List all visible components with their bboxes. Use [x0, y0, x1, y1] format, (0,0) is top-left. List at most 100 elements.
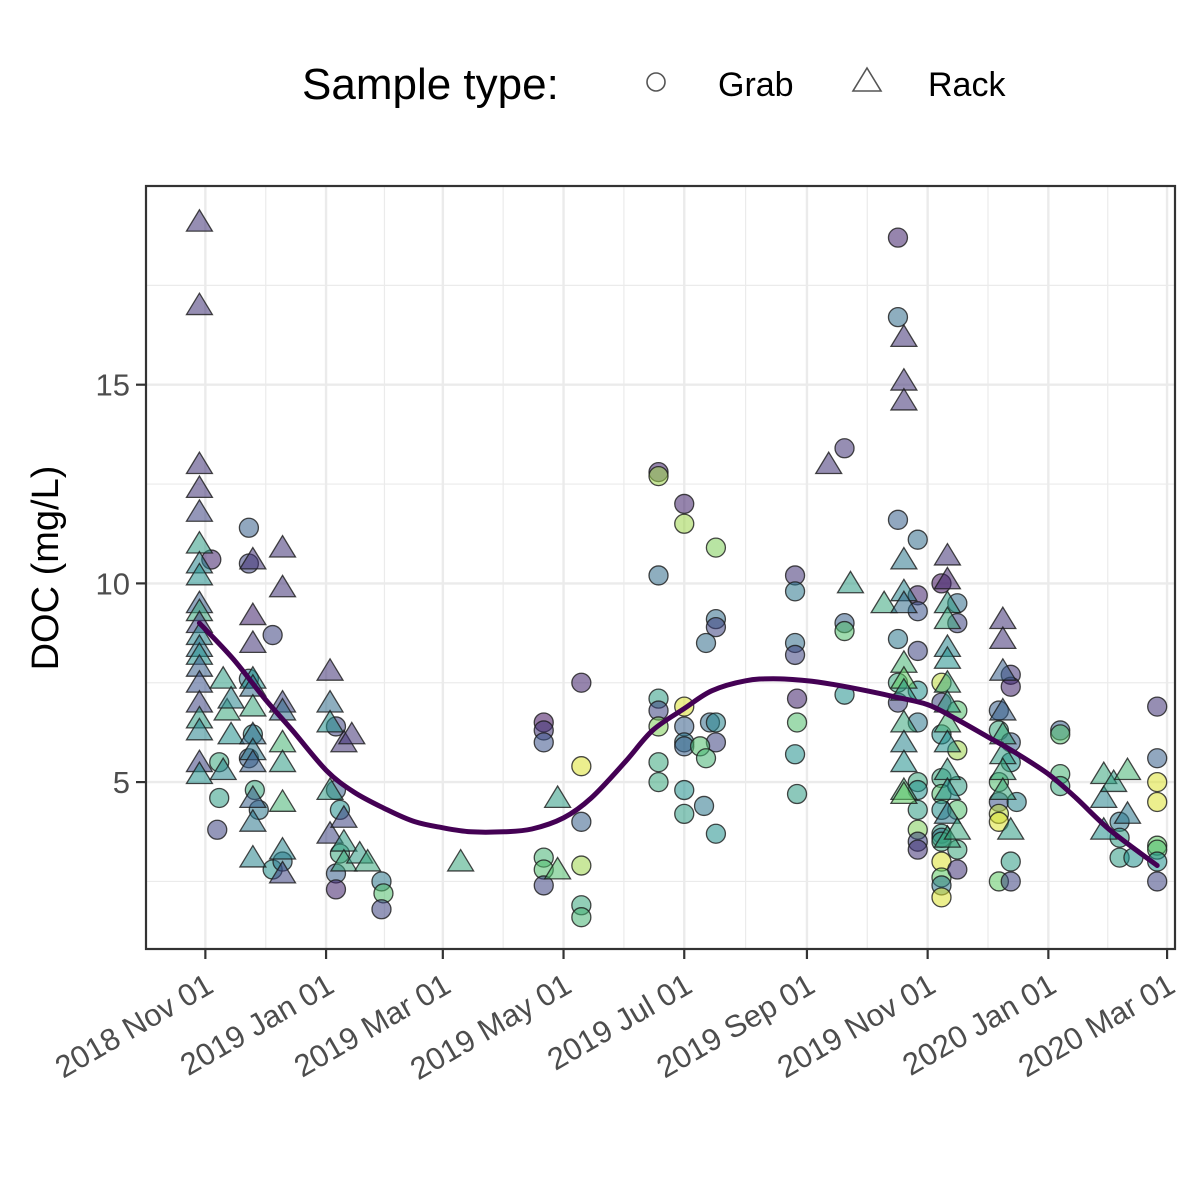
y-tick-label: 5 [113, 765, 130, 800]
rack-point [315, 820, 345, 844]
rack-point [315, 689, 345, 713]
y-tick-label: 10 [96, 566, 130, 601]
y-axis-title: DOC (mg/L) [25, 466, 67, 671]
rack-point [889, 729, 919, 753]
rack-point [238, 808, 267, 832]
rack-point [943, 816, 972, 840]
rack-point [988, 697, 1017, 721]
grab-point [238, 517, 260, 538]
rack-point [238, 546, 267, 570]
grab-point [786, 688, 808, 709]
rack-point [185, 291, 214, 316]
rack-point [1113, 800, 1142, 824]
grab-point [207, 819, 228, 840]
grab-point [834, 438, 855, 459]
grab-point [705, 712, 727, 733]
rack-point [446, 848, 475, 872]
rack-point [315, 657, 345, 681]
grab-point [262, 624, 283, 646]
rack-point [988, 776, 1017, 801]
grab-point [571, 811, 592, 832]
rack-point [185, 530, 214, 554]
rack-point [1089, 784, 1118, 808]
rack-point [988, 625, 1017, 650]
rack-point [889, 367, 919, 391]
grab-point [1147, 771, 1168, 793]
rack-point [988, 657, 1017, 681]
rack-point [337, 721, 366, 745]
grab-point [907, 640, 928, 662]
legend-grab-key [646, 72, 666, 92]
grab-point [209, 787, 230, 809]
legend-title: Sample type: [302, 60, 559, 109]
grab-point [907, 839, 928, 860]
grab-point [371, 899, 392, 920]
grab-point [834, 620, 855, 642]
grab-point [887, 306, 909, 328]
grab-point [1147, 696, 1168, 717]
rack-point [209, 665, 238, 689]
rack-point [933, 566, 962, 590]
rack-point [329, 804, 358, 828]
rack-point [238, 844, 267, 868]
grab-point [674, 803, 695, 825]
grab-point [695, 632, 717, 654]
grab-point [1000, 851, 1021, 872]
rack-point [315, 709, 345, 733]
rack-point [933, 776, 962, 801]
grab-point [907, 529, 928, 550]
rack-point [268, 534, 297, 558]
grab-point [907, 799, 928, 821]
grab-point [786, 783, 808, 805]
grab-point [571, 756, 592, 777]
grab-point [1000, 871, 1021, 892]
grab-point [571, 855, 592, 876]
grab-point [571, 907, 592, 928]
y-tick-label: 15 [96, 368, 130, 403]
rack-point [889, 748, 919, 773]
grab-point [1050, 724, 1071, 745]
y-axis: 5 10 15 [96, 368, 146, 800]
grab-point [1147, 791, 1168, 813]
rack-point [268, 748, 297, 773]
rack-point [213, 697, 242, 721]
grab-point [648, 771, 669, 793]
legend-rack-key [851, 66, 883, 92]
rack-point [543, 856, 572, 880]
rack-point [933, 729, 962, 753]
grab-point [1147, 748, 1168, 769]
rack-point [353, 848, 382, 872]
legend-rack-label: Rack [928, 66, 1006, 104]
grab-point [674, 493, 695, 515]
grab-point [887, 227, 909, 248]
legend-grab-label: Grab [718, 66, 794, 104]
grab-point [1147, 871, 1168, 892]
grab-point [887, 628, 909, 650]
rack-point [185, 760, 214, 785]
grab-point [705, 537, 727, 558]
rack-point [1099, 768, 1128, 793]
rack-point [889, 780, 919, 805]
rack-point [268, 836, 297, 860]
grab-point [325, 879, 347, 900]
rack-point [988, 605, 1017, 630]
grab-point [784, 744, 806, 765]
grab-point [648, 465, 669, 487]
rack-point [238, 629, 267, 654]
grab-point [693, 795, 715, 817]
rack-point [216, 685, 246, 709]
grab-point [931, 887, 952, 908]
rack-point [268, 860, 297, 884]
rack-point [238, 693, 267, 717]
grab-point [786, 712, 808, 733]
rack-point [933, 800, 962, 824]
grab-point [571, 672, 592, 693]
rack-point [185, 717, 214, 741]
rack-point [889, 387, 919, 411]
grab-point [648, 752, 669, 773]
rack-point [889, 323, 919, 348]
rack-point [238, 784, 267, 808]
rack-point [814, 450, 843, 475]
